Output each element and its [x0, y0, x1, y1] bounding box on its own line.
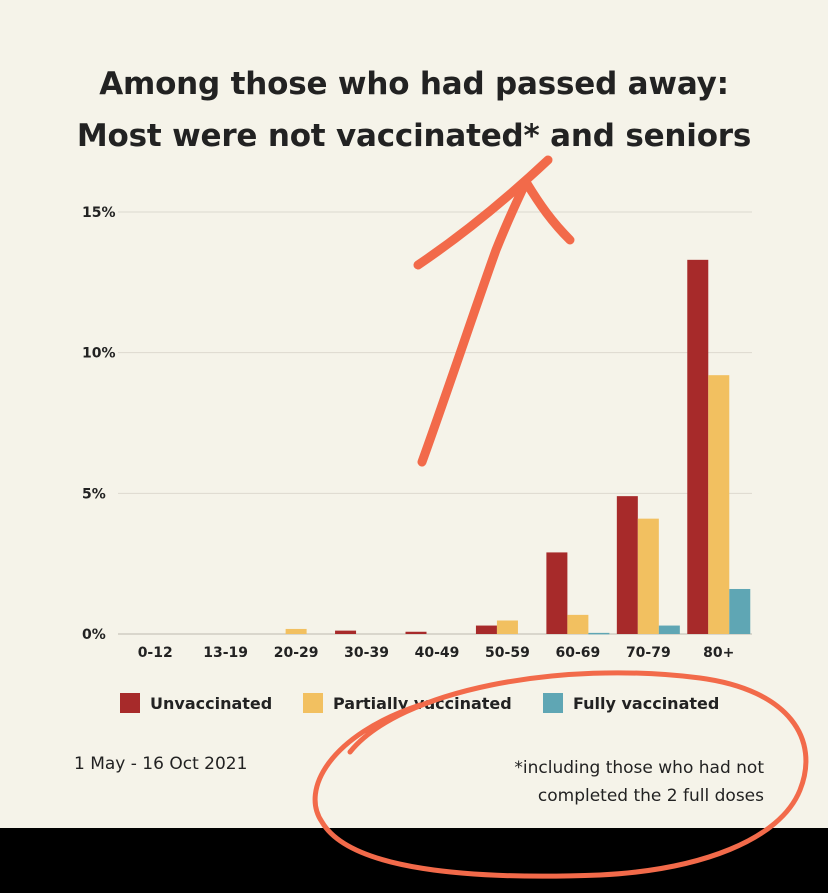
y-tick-label: 5% — [82, 486, 106, 502]
chart-card: Among those who had passed away: Most we… — [0, 0, 828, 828]
y-tick-label: 0% — [82, 627, 106, 643]
bar — [588, 632, 610, 635]
footnote-asterisk: *including those who had not completed t… — [514, 754, 764, 810]
legend-label-unvaccinated: Unvaccinated — [150, 693, 273, 713]
x-tick-label: 80+ — [703, 645, 734, 661]
bar — [567, 614, 589, 634]
bar — [475, 625, 497, 634]
bar — [335, 630, 357, 634]
footnote-line-1: *including those who had not — [514, 758, 764, 778]
bar — [546, 552, 568, 634]
legend-swatch-fully-vaccinated — [543, 693, 563, 713]
legend-swatch-unvaccinated — [120, 693, 140, 713]
x-tick-label: 0-12 — [138, 645, 173, 661]
y-tick-label: 15% — [82, 205, 116, 221]
legend-label-partially-vaccinated: Partially vaccinated — [333, 693, 512, 713]
bar — [637, 518, 659, 634]
legend-swatch-partially-vaccinated — [303, 693, 323, 713]
x-tick-label: 20-29 — [274, 645, 319, 661]
chart-title-line-2: Most were not vaccinated* and seniors — [76, 118, 752, 154]
black-bottom-band — [0, 828, 828, 893]
bar — [729, 588, 751, 634]
chart-title-line-1: Among those who had passed away: — [99, 66, 729, 102]
x-tick-label: 40-49 — [415, 645, 460, 661]
bar — [496, 620, 518, 634]
x-tick-label: 30-39 — [344, 645, 389, 661]
bar — [616, 496, 638, 634]
x-tick-label: 13-19 — [203, 645, 248, 661]
bar — [658, 625, 680, 634]
date-range-note: 1 May - 16 Oct 2021 — [74, 754, 248, 774]
legend-item-fully-vaccinated: Fully vaccinated — [543, 690, 719, 716]
bar — [405, 631, 427, 634]
x-tick-label: 70-79 — [626, 645, 671, 661]
footnote-line-2: completed the 2 full doses — [537, 786, 764, 806]
legend-item-unvaccinated: Unvaccinated — [120, 690, 272, 716]
x-tick-label: 60-69 — [555, 645, 600, 661]
bar — [285, 628, 307, 634]
bar-chart: 15% 10% 5% 0% 0-12 13-19 20-29 30-39 40-49 50-59 6… — [82, 205, 752, 661]
x-tick-label: 50-59 — [485, 645, 530, 661]
legend-label-fully-vaccinated: Fully vaccinated — [573, 693, 720, 713]
legend-item-partially-vaccinated: Partially vaccinated — [303, 690, 512, 716]
bar — [687, 259, 709, 634]
bar — [708, 375, 730, 634]
y-tick-label: 10% — [82, 346, 116, 362]
